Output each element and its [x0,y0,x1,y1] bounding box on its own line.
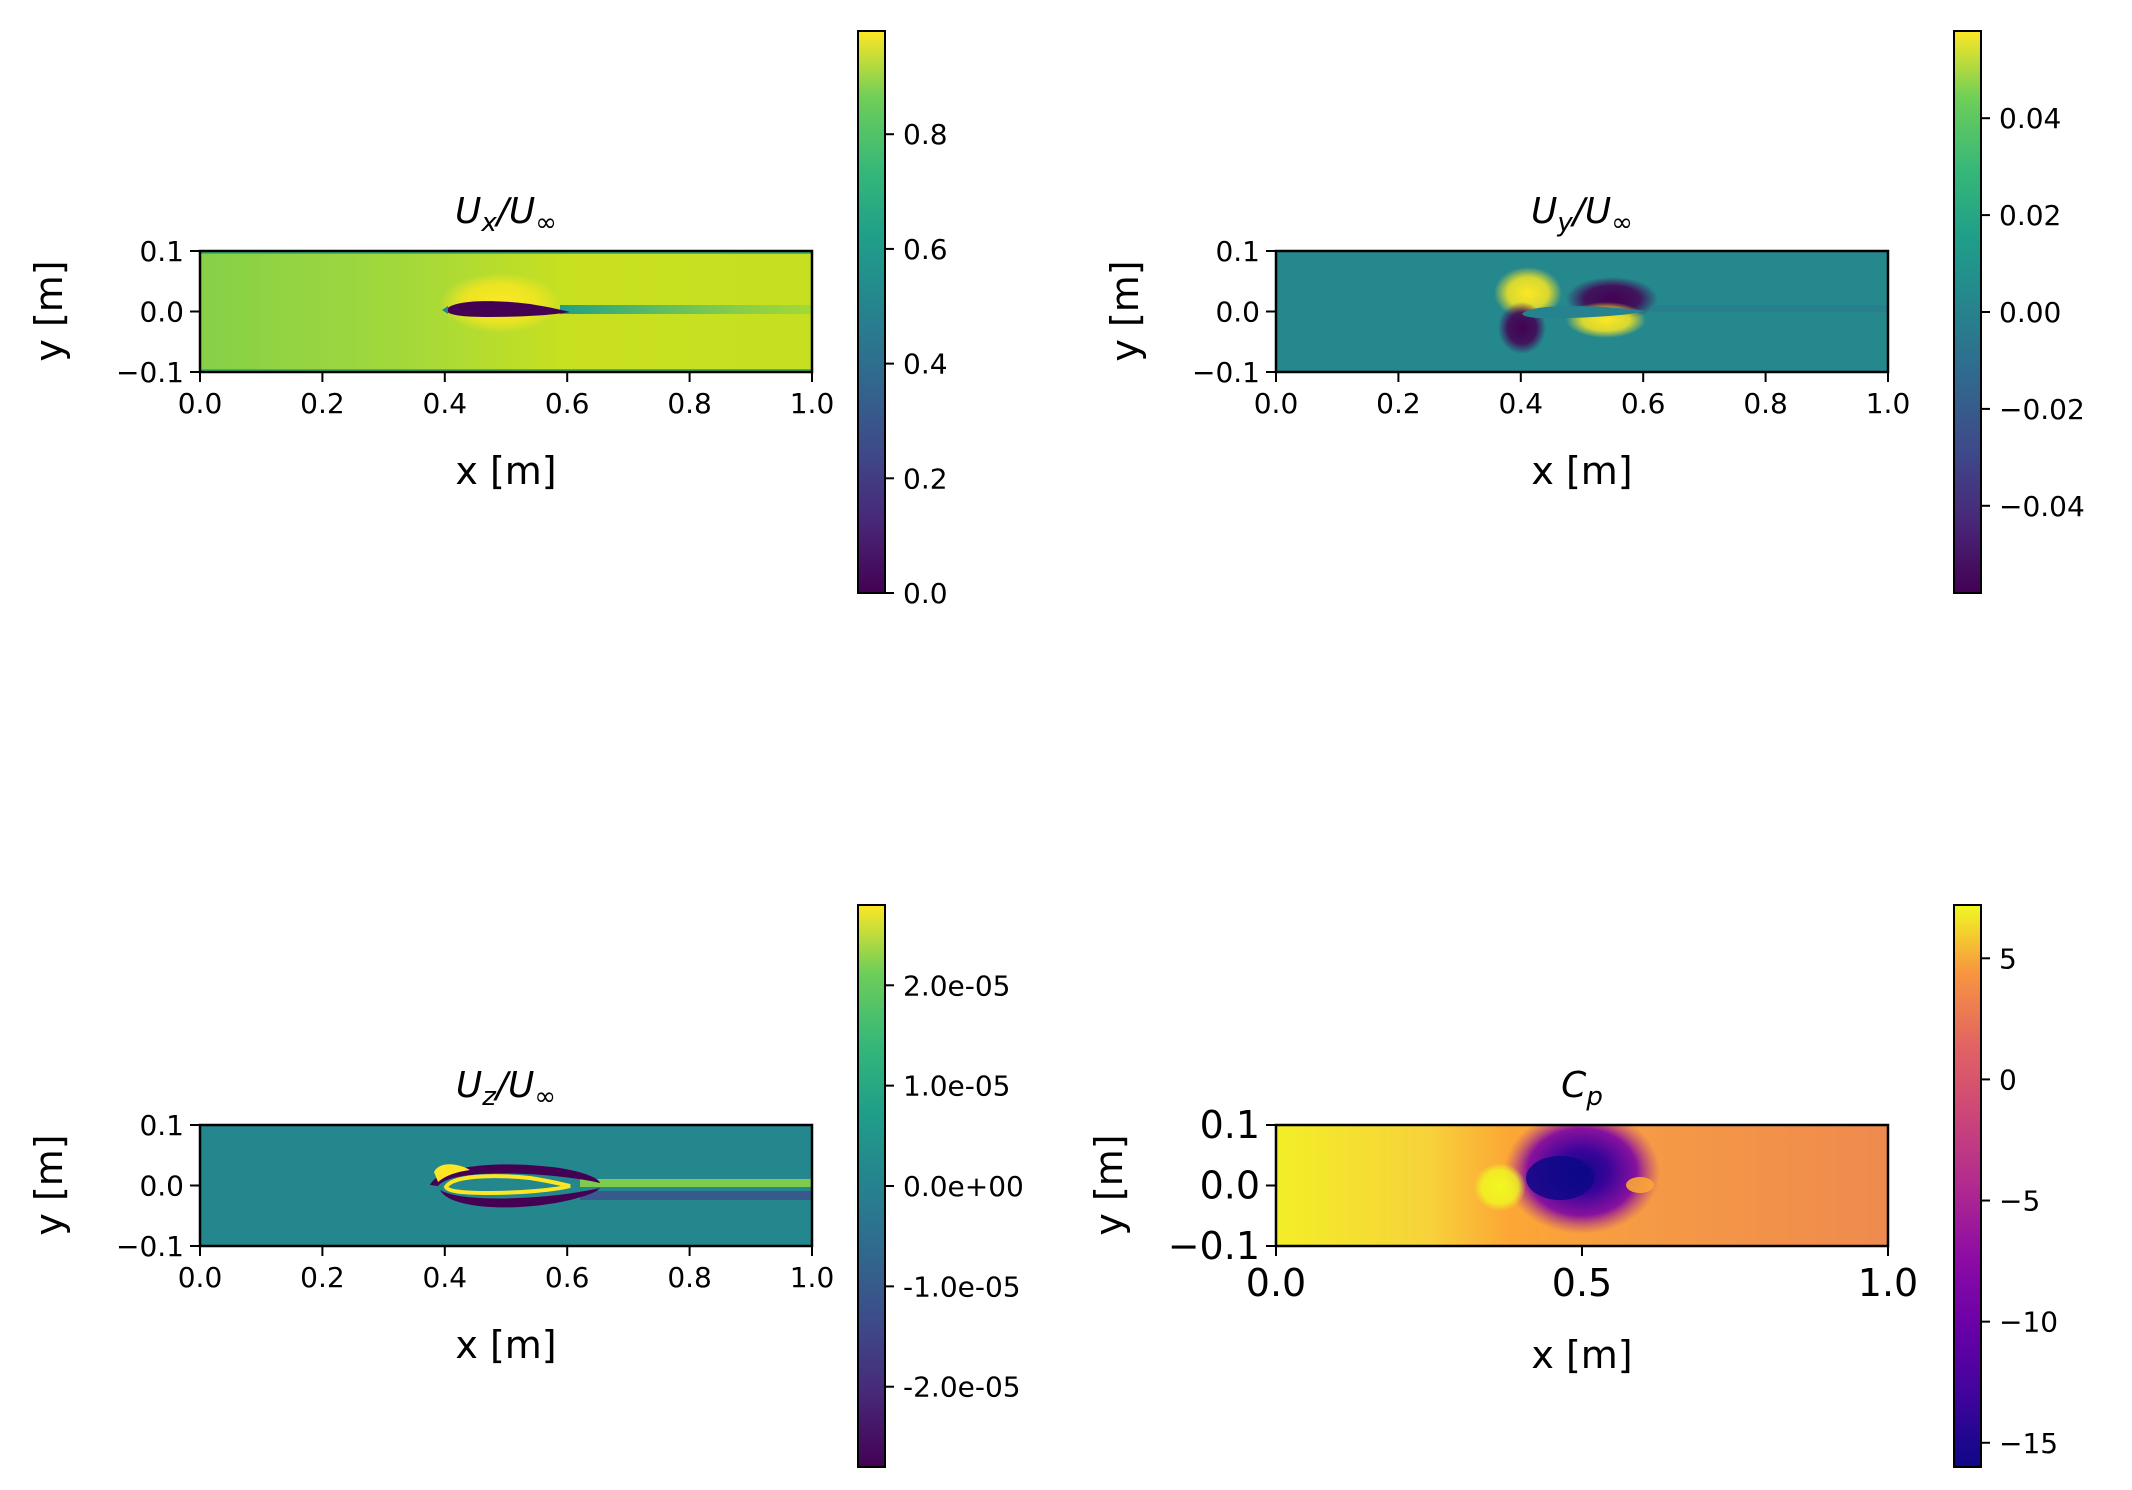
colorbar-tick-label: 0.2 [903,462,948,495]
x-tick-label: 1.0 [1866,387,1911,420]
x-tick-label: 0.2 [300,1261,345,1294]
y-axis-label: y [m] [27,1134,71,1235]
x-tick-label: 0.0 [178,387,223,420]
colorbar-tick-label: −10 [1999,1306,2058,1339]
panel-title: Ux/U∞ [455,191,557,238]
colorbar-tick-label: 0.00 [1999,296,2061,329]
x-axis-label: x [m] [1531,1333,1632,1377]
x-tick-label: 0.4 [1499,387,1544,420]
panel-title: Uy/U∞ [1531,191,1633,238]
y-tick-label: 0.0 [139,296,184,329]
colorbar-tick-label: 1.0e-05 [903,1070,1011,1103]
y-tick-label: −0.1 [1192,356,1260,389]
panel-uz: Uz/U∞ 0.0 0.2 0.4 0.6 0.8 1.0 0.10.0−0.1 x [m… [27,904,1024,1468]
field-image [200,1125,812,1246]
y-axis-label: y [m] [27,260,71,361]
x-tick-label: 0.8 [1743,387,1788,420]
x-tick-label: 0.0 [1246,1261,1306,1305]
y-tick-label: −0.1 [1168,1224,1260,1268]
x-tick-label: 0.5 [1552,1261,1612,1305]
x-axis-label: x [m] [455,449,556,493]
x-tick-label: 0.2 [300,387,345,420]
panel-title: Uz/U∞ [456,1065,556,1112]
x-tick-label: 1.0 [790,1261,835,1294]
colorbar-tick-label: 0.0e+00 [903,1170,1024,1203]
panel-title: Cp [1561,1065,1603,1112]
x-tick-label: 0.0 [178,1261,223,1294]
x-tick-label: 0.2 [1376,387,1421,420]
y-tick-label: 0.1 [1215,235,1260,268]
y-tick-label: −0.1 [116,356,184,389]
colorbar-tick-label: 0 [1999,1063,2017,1096]
colorbar: 0.0 0.2 0.4 0.6 0.8 [857,30,948,610]
x-tick-label: 0.4 [423,1261,468,1294]
y-tick-label: 0.1 [139,1109,184,1142]
colorbar: 5 0 −5 −10 −15 [1953,904,2058,1468]
y-axis-label: y [m] [1103,260,1147,361]
y-tick-label: 0.0 [1215,296,1260,329]
colorbar-tick-label: 0.02 [1999,199,2061,232]
colorbar-gradient [857,30,886,594]
y-tick-label: 0.1 [1200,1103,1260,1147]
colorbar-tick-label: -1.0e-05 [903,1270,1021,1303]
x-axis: 0.0 0.2 0.4 0.6 0.8 1.0 [1254,372,1911,420]
colorbar-tick-label: 0.8 [903,118,948,151]
y-axis: 0.1 0.0 −0.1 [116,1109,200,1263]
y-tick-label: 0.0 [1200,1164,1260,1208]
field-image [200,251,812,372]
x-tick-label: 1.0 [790,387,835,420]
colorbar-tick-label: −0.02 [1999,393,2085,426]
y-tick-label: −0.1 [116,1230,184,1263]
colorbar-gradient [857,904,886,1468]
colorbar-tick-label: −15 [1999,1427,2058,1460]
colorbar-tick-label: −0.04 [1999,490,2085,523]
y-axis: 0.1 0.0 −0.1 [1192,235,1276,389]
y-axis-label: y [m] [1087,1134,1131,1235]
x-tick-label: 0.4 [423,387,468,420]
colorbar-tick-label: −5 [1999,1185,2040,1218]
y-axis: 0.1 0.0 −0.1 [116,235,200,389]
colorbar-tick-label: 2.0e-05 [903,969,1011,1002]
colorbar-gradient [1953,30,1982,594]
field-image [1276,1125,1888,1246]
x-tick-label: 0.8 [667,1261,712,1294]
x-axis-label: x [m] [1531,449,1632,493]
y-axis: 0.1 0.0 −0.1 [1168,1103,1276,1268]
colorbar-tick-label: 0.04 [1999,102,2061,135]
colorbar-tick-label: 0.0 [903,577,948,610]
panel-uy: Uy/U∞ 0.0 0.2 0.4 0.6 0.8 1.0 0.10.0−0.1 x [m… [1103,30,2085,594]
field-image [1276,251,1888,372]
x-tick-label: 0.6 [545,387,590,420]
colorbar: 0.04 0.02 0.00 −0.02 −0.04 [1953,30,2085,594]
x-axis: 0.0 0.2 0.4 0.6 0.8 1.0 [178,1246,835,1294]
x-tick-label: 0.6 [545,1261,590,1294]
colorbar-tick-label: 5 [1999,942,2017,975]
colorbar-tick-label: -2.0e-05 [903,1371,1021,1404]
x-tick-label: 0.0 [1254,387,1299,420]
x-axis-label: x [m] [455,1323,556,1367]
x-axis: 0.0 0.5 1.0 [1246,1246,1918,1305]
y-tick-label: 0.1 [139,235,184,268]
panel-cp: Cp 0.0 0.5 1.0 0.10.0−0.1 x [m] y [m] 50−5… [1087,904,2058,1468]
x-axis: 0.0 0.2 0.4 0.6 0.8 1.0 [178,372,835,420]
x-tick-label: 0.8 [667,387,712,420]
colorbar: 2.0e-05 1.0e-05 0.0e+00 -1.0e-05 -2.0e-05 [857,904,1024,1468]
panel-ux: Ux/U∞ 0.0 0.2 0.4 0.6 0.8 1.0 0.10.0−0.1 x [m… [27,30,948,610]
colorbar-tick-label: 0.4 [903,348,948,381]
y-tick-label: 0.0 [139,1170,184,1203]
x-tick-label: 1.0 [1858,1261,1918,1305]
colorbar-gradient [1953,904,1982,1468]
colorbar-tick-label: 0.6 [903,233,948,266]
x-tick-label: 0.6 [1621,387,1666,420]
